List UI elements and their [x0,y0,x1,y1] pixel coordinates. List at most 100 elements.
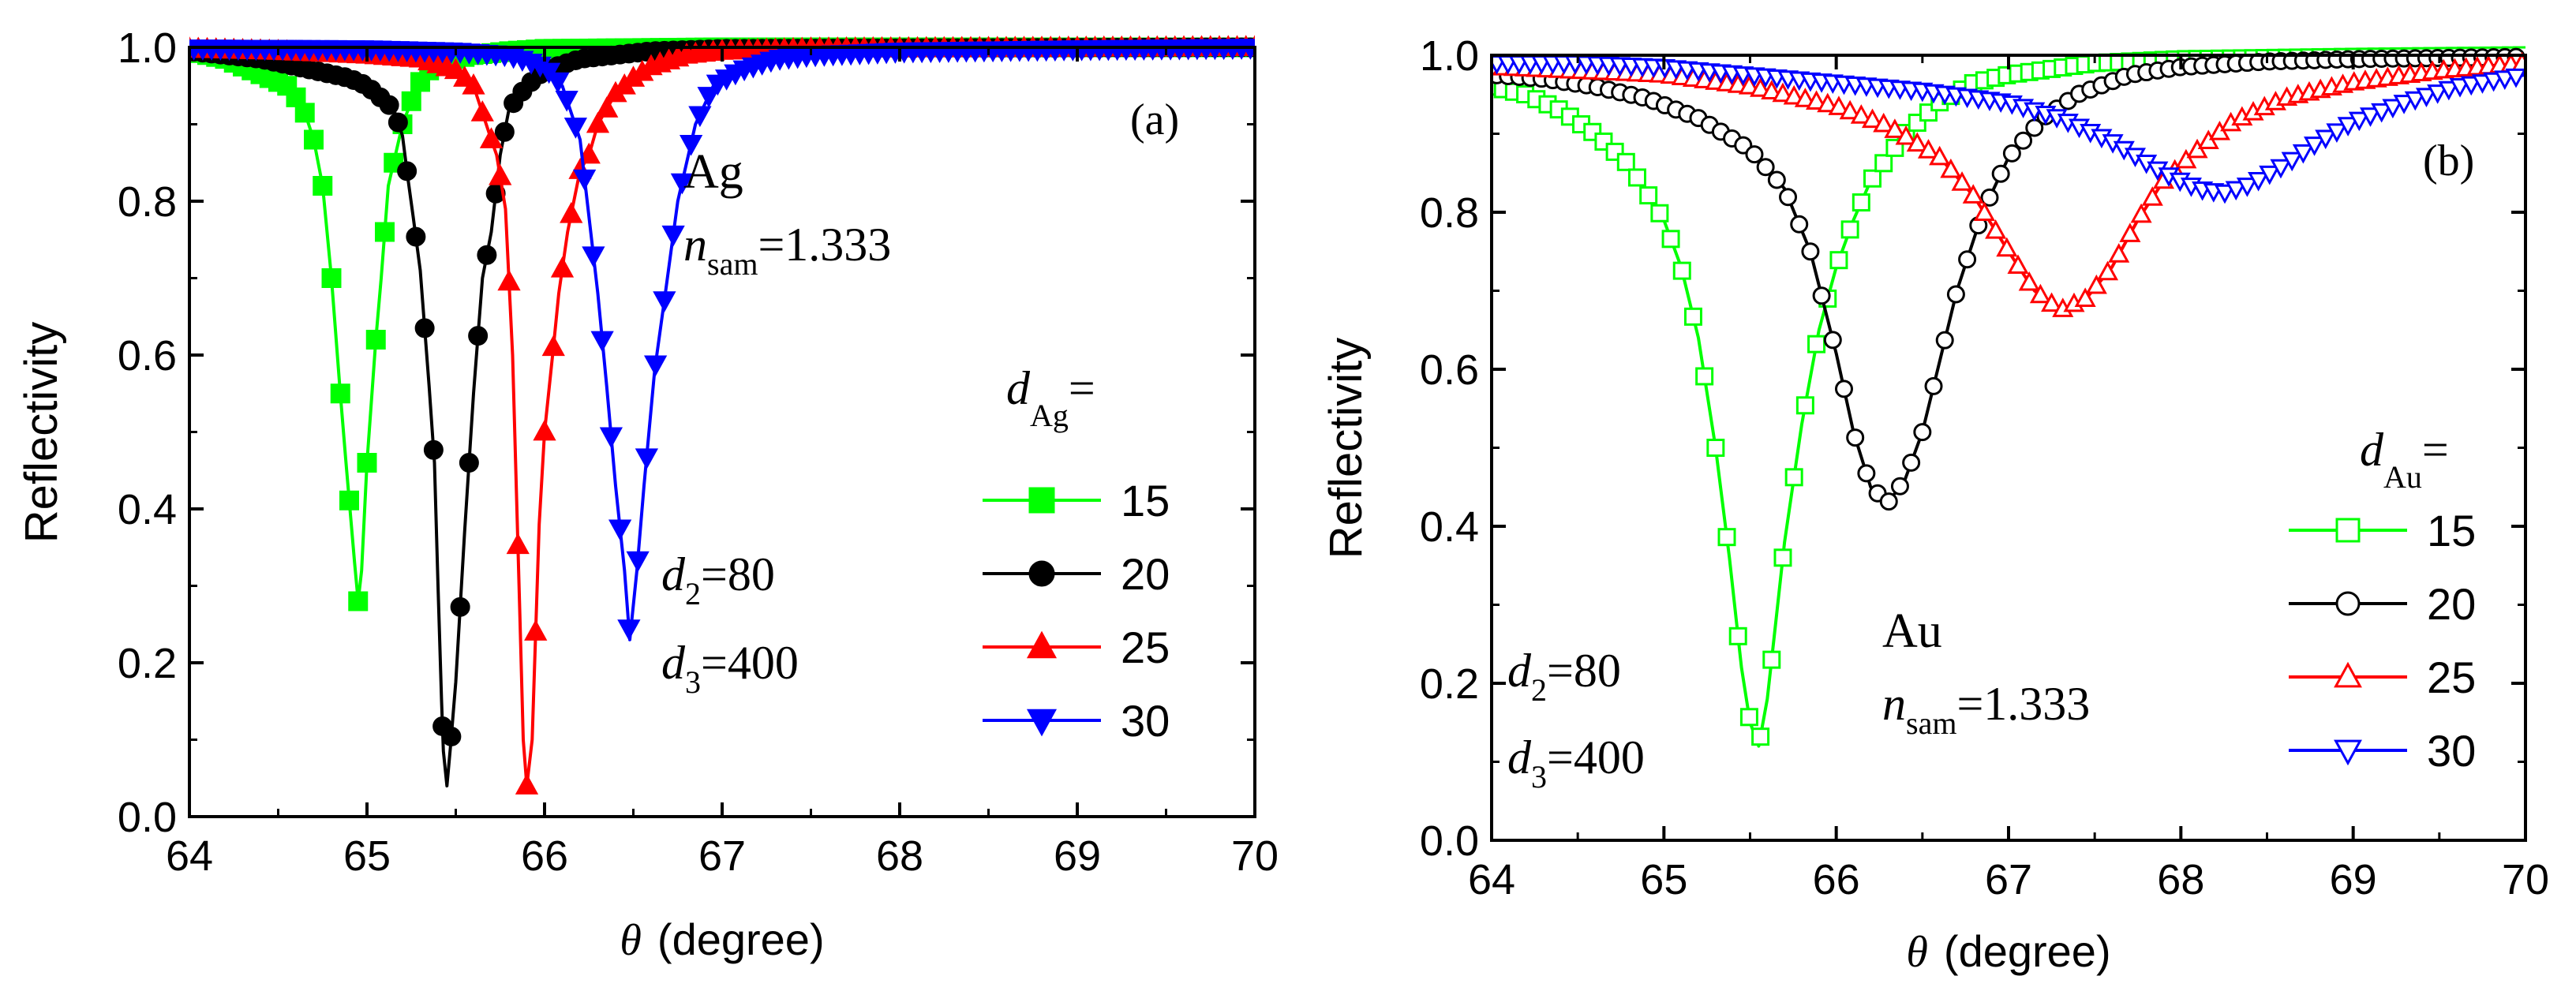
series-20-marker [1846,428,1865,447]
y-tick-label: 0.4 [118,486,177,533]
series-30-marker [2415,88,2437,108]
series-25-marker [462,73,485,95]
panel-a-d3-label: d3=400 [661,637,799,700]
legend-marker [1028,560,1055,587]
series-30-marker [617,619,641,641]
series-15-marker [1627,168,1646,187]
x-tick-label: 66 [1813,856,1860,903]
series-30-marker [2438,80,2460,101]
series-20-marker [1823,331,1842,350]
panel-b-d3-label: d3=400 [1507,731,1645,795]
series-20-marker [1790,215,1809,234]
panel-a-metal-label: Ag [683,145,743,199]
panel-a-label: (a) [1130,95,1179,144]
series-30-marker [546,72,570,94]
series-25-marker [524,619,548,641]
legend-entry-15: 15 [2289,506,2476,555]
series-30-marker [697,87,721,108]
series-25-marker [2029,283,2051,304]
legend-entry-30: 30 [2289,726,2476,776]
legend-label: 15 [2427,506,2476,555]
series-30-marker [643,355,668,377]
series-25-marker [2175,148,2197,169]
series-25-marker [1940,158,1962,178]
series-15-marker [1739,708,1758,727]
legend-label: 20 [1121,549,1170,599]
legend-entry-15: 15 [983,476,1170,525]
y-tick-label: 0.2 [118,640,177,687]
x-tick-label: 69 [1054,832,1101,880]
series-25-marker [1973,201,1995,221]
x-tick-label: 69 [2330,856,2377,903]
panel-b-d2-label: d2=80 [1507,645,1621,708]
series-15-marker [1874,154,1893,173]
y-tick-label: 0.2 [1420,660,1479,708]
series-30-marker [2214,184,2236,204]
series-25-marker [1861,108,1884,129]
series-30-marker [2348,111,2370,132]
series-30-marker [2259,165,2281,185]
panel-b-metal-label: Au [1882,604,1942,658]
series-20-marker [468,326,489,346]
y-tick-label: 1.0 [1420,32,1479,80]
series-30-marker [2359,107,2382,127]
series-15-marker [348,591,369,611]
panel-a-legend: 15 20 25 30 [983,476,1170,746]
legend-label: 20 [2427,579,2476,629]
series-20-marker [1801,242,1820,261]
series-30-marker [555,90,578,112]
series-25-marker [541,335,565,357]
series-25-marker [1806,90,1828,110]
series-15-marker [401,91,421,111]
series-25-marker [2097,260,2119,281]
series-15-marker [1728,626,1747,645]
x-tick-label: 70 [1231,832,1279,880]
legend-marker [1026,630,1058,659]
y-tick-label: 1.0 [118,24,177,72]
series-25-marker [1794,88,1816,107]
series-20-marker [1991,164,2010,183]
series-20-marker [2002,144,2021,163]
series-20-marker [1745,145,1764,164]
series-25-marker [1772,82,1794,103]
series-25-marker [479,127,504,148]
series-30-marker [679,135,703,156]
series-30-marker [2393,95,2415,114]
x-tick-label: 65 [1640,856,1687,903]
panel-b-legend: 15 20 25 30 [2289,506,2476,776]
panel-a-refractive-index: nsam=1.333 [683,219,891,282]
series-15-marker [1852,193,1870,212]
series-15-marker [1840,220,1859,239]
legend-marker [2335,591,2361,616]
series-25-marker [550,256,575,278]
series-20-marker [1834,380,1853,398]
x-tick-label: 65 [343,832,391,880]
series-25-marker [1996,237,2018,257]
series-20-marker [494,122,515,142]
series-25-marker [1850,104,1872,124]
series-15-marker [1661,230,1680,249]
x-tick-label: 64 [1468,856,1515,903]
series-25-marker [497,269,521,291]
series-25-marker [533,419,556,441]
x-tick-label: 64 [166,832,213,880]
series-30-marker [2236,178,2258,197]
series-30-marker [572,169,597,191]
series-15-marker [1683,307,1702,326]
series-30-marker [2270,159,2292,179]
series-20-marker [1767,170,1786,189]
series-25-marker [1761,80,1783,100]
series-30-marker [2371,103,2393,123]
panel-b-refractive-index: nsam=1.333 [1882,678,2090,741]
series-15-marker [304,129,324,150]
y-tick-label: 0.8 [1420,189,1479,237]
series-20-marker [450,596,470,617]
series-25-marker [1750,77,1772,97]
panel-b-x-axis-title: θ (degree) [1906,926,2110,977]
legend-entry-20: 20 [2289,579,2476,629]
series-25-marker [1906,132,1928,152]
series-30-marker [2404,91,2426,111]
series-20-marker [397,161,417,181]
series-30-marker [670,173,695,195]
